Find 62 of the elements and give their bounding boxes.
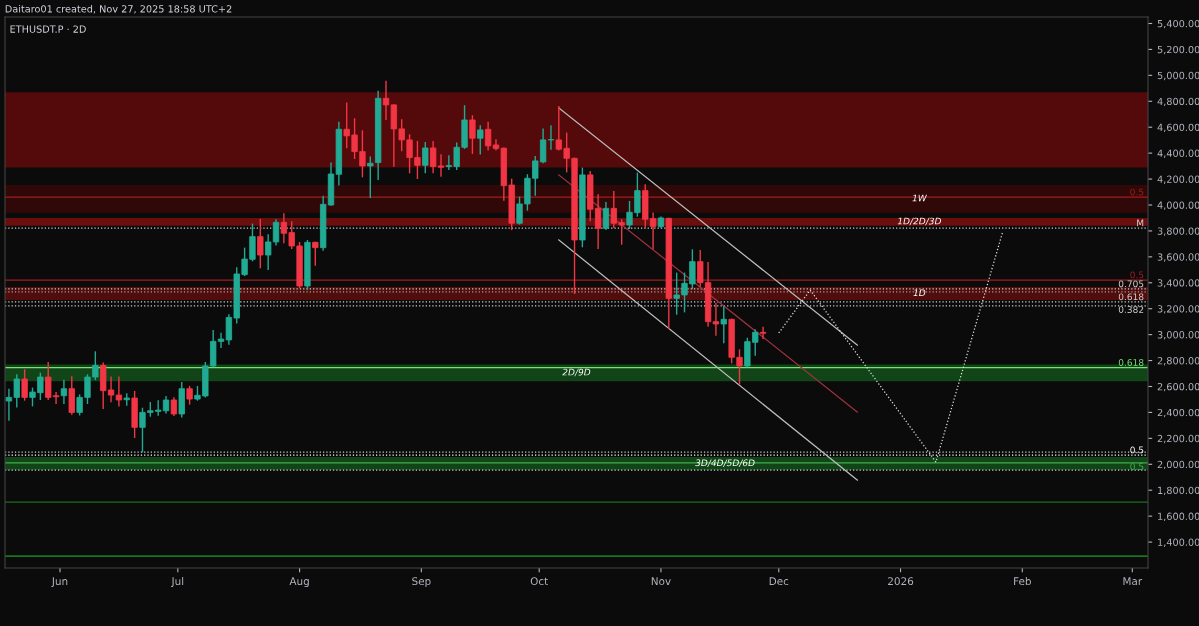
y-tick-label: 4,400.00 [1157,149,1199,158]
y-tick-label: 2,200.00 [1157,434,1199,444]
band-label: 1D [913,289,926,297]
candlestick [68,376,75,415]
band-label: 1W [912,194,928,202]
annotation: 0.5 [1130,271,1144,279]
y-tick-label: 5,400.00 [1157,19,1199,29]
y-tick-label: 4,000.00 [1157,201,1199,210]
chart-subtitle: Daitaro01 created, Nov 27, 2025 18:58 UTC+2 [5,5,232,14]
y-tick-label: 3,600.00 [1157,253,1199,262]
annotation: 0.382 [1118,306,1144,313]
band-label: 3D/4D/5D/6D [695,459,755,467]
y-tick-label: 3,000.00 [1157,331,1199,340]
candlestick [257,218,264,269]
candlestick [469,115,476,154]
y-tick-label: 3,200.00 [1157,305,1199,314]
annotation: 0.5 [1130,188,1144,196]
y-tick-label: 3,400.00 [1157,279,1199,288]
y-tick-label: 4,600.00 [1157,123,1199,133]
y-tick-label: 5,000.00 [1157,71,1199,81]
y-tick-label: 4,800.00 [1157,97,1199,107]
band-label: 2D/9D [562,368,591,377]
candlestick [178,382,185,418]
x-tick-label: Jul [171,577,184,588]
y-tick-label: 1,800.00 [1158,486,1199,496]
candlestick [720,305,727,344]
x-tick-label: Feb [1014,577,1031,586]
candlestick [665,217,672,329]
candlestick [312,241,319,266]
y-tick-label: 2,000.00 [1157,460,1199,470]
y-tick-label: 5,200.00 [1157,45,1199,55]
y-tick-label: 2,600.00 [1157,382,1199,392]
x-tick-label: Mar [1123,577,1143,586]
x-tick-label: Sep [412,577,431,588]
x-tick-label: Jun [51,577,68,588]
x-tick-label: Oct [530,577,548,586]
y-tick-label: 2,800.00 [1157,357,1199,366]
annotation: 0.705 [1118,280,1144,288]
line-series [778,231,1004,463]
candlestick [579,167,586,248]
y-tick-label: 4,200.00 [1157,175,1199,184]
x-tick-label: Aug [289,577,309,588]
text: ETHUSDT.P · 2D [10,25,86,33]
candlestick [304,239,311,291]
band-label: 1D/2D/3D [897,217,942,226]
candlestick [131,390,138,439]
candlestick [21,369,28,401]
annotation: 0.5 [1130,463,1144,470]
y-tick-label: 1,400.00 [1158,538,1199,547]
annotation: 0.5 [1130,446,1144,454]
y-tick-label: 1,600.00 [1158,512,1199,521]
annotation: 0.618 [1118,359,1144,366]
candlestick [367,156,374,199]
candlestick [477,125,484,155]
candlestick [422,141,429,174]
x-tick-label: Nov [651,577,671,586]
annotation: M [1137,219,1144,227]
x-tick-label: Dec [769,577,789,586]
y-tick-label: 2,400.00 [1157,408,1199,418]
annotation: 0.618 [1118,293,1144,301]
y-tick-label: 3,800.00 [1157,227,1199,236]
x-tick-label: 2026 [888,577,914,586]
